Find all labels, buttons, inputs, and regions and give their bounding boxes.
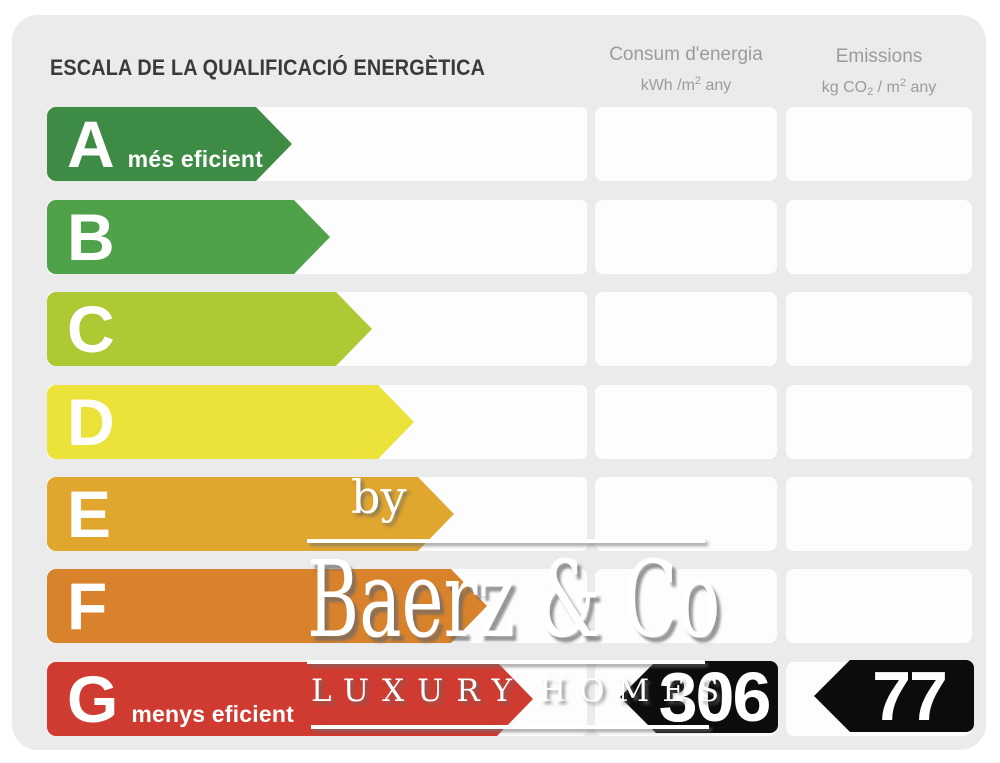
emissions-value-badge: 77 (814, 660, 974, 732)
emissions-cell (786, 385, 972, 459)
scale-row-e: E (12, 477, 1000, 551)
certificate-card: ESCALA DE LA QUALIFICACIÓ ENERGÈTICA Con… (12, 15, 986, 750)
rating-letter: F (67, 569, 108, 643)
consum-cell (595, 477, 777, 551)
consum-value: 306 (658, 658, 772, 736)
rating-bar-d: D (47, 385, 414, 459)
emissions-title: Emissions (835, 46, 923, 67)
rating-letter: C (67, 292, 115, 366)
consum-cell (595, 200, 777, 274)
scale-row-d: D (12, 385, 1000, 459)
emissions-cell (786, 107, 972, 181)
emissions-cell (786, 569, 972, 643)
emissions-cell (786, 200, 972, 274)
column-header-consum: Consum d'energia kWh /m2 any (595, 43, 777, 98)
scale-row-a: A més eficient (12, 107, 1000, 181)
rating-bar-b: B (47, 200, 330, 274)
rating-bar-e: E (47, 477, 454, 551)
consum-unit: kWh /m2 any (640, 75, 732, 94)
rating-letter: E (67, 477, 112, 551)
emissions-cell (786, 292, 972, 366)
page-title: ESCALA DE LA QUALIFICACIÓ ENERGÈTICA (50, 55, 486, 80)
emissions-value: 77 (872, 657, 948, 735)
emissions-cell (786, 477, 972, 551)
rating-letter: D (67, 385, 115, 459)
rating-bar-label: més eficient (127, 146, 264, 172)
consum-cell (595, 292, 777, 366)
emissions-unit: kg CO2 / m2 any (821, 77, 937, 98)
rating-letter: G (67, 662, 119, 736)
rating-letter: B (67, 200, 115, 274)
rating-bar-g: G menys eficient (47, 662, 533, 736)
rating-bar-a: A més eficient (47, 107, 292, 181)
rating-letter: A (67, 107, 115, 181)
consum-cell (595, 107, 777, 181)
consum-cell (595, 569, 777, 643)
scale-row-b: B (12, 200, 1000, 274)
scale-row-c: C (12, 292, 1000, 366)
scale-row-f: F (12, 569, 1000, 643)
column-header-emissions: Emissions kg CO2 / m2 any (786, 45, 972, 104)
consum-cell (595, 385, 777, 459)
rating-bar-f: F (47, 569, 487, 643)
rating-bar-c: C (47, 292, 372, 366)
consum-title: Consum d'energia (609, 44, 763, 65)
rating-bar-label: menys eficient (131, 701, 294, 727)
consum-value-badge: 306 (620, 661, 778, 733)
